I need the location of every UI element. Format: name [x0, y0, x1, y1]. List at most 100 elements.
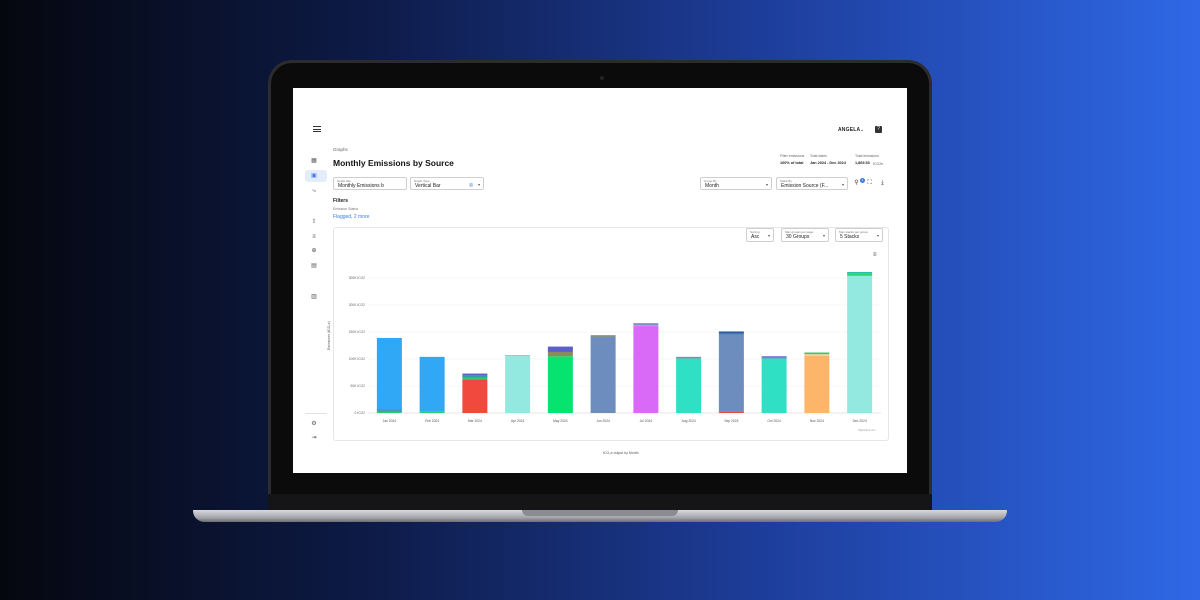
- bar-segment[interactable]: [761, 356, 787, 358]
- x-tick-label: Dec 2024: [853, 419, 867, 423]
- bar-segment[interactable]: [676, 358, 702, 413]
- x-tick-label: Mar 2024: [468, 419, 482, 423]
- y-tick-label: 150K tCO2: [349, 330, 365, 334]
- bar-segment[interactable]: [590, 336, 616, 413]
- bar-segment[interactable]: [718, 411, 744, 413]
- bar-segment[interactable]: [590, 335, 616, 337]
- fullscreen-icon[interactable]: ⛶: [867, 180, 872, 186]
- bar-segment[interactable]: [633, 324, 659, 327]
- graph-title-field[interactable]: Graph title Monthly Emissions b: [333, 177, 407, 190]
- filters-sub-label: Emission Status: [333, 207, 359, 211]
- filter-count-badge: 1: [860, 178, 865, 183]
- user-menu[interactable]: ANGELA: [838, 127, 861, 133]
- bar-segment[interactable]: [462, 373, 488, 376]
- group-by-select[interactable]: Group By Month ▾: [700, 177, 772, 190]
- y-tick-label: 100K tCO2: [349, 357, 365, 361]
- app-screen: ANGELA ⌄ ? ▦ ▣ ⤷ ⇧ ≡ ⊕ ▤ ▥ ⚙ ⇥ Graphs Mo…: [293, 88, 907, 473]
- clipboard-icon[interactable]: ▥: [311, 294, 317, 300]
- upload-icon[interactable]: ⇧: [311, 219, 317, 225]
- x-tick-label: Jan 2024: [383, 419, 397, 423]
- max-stacks-value: 5 Stacks: [840, 234, 860, 240]
- chevron-down-icon: ▾: [841, 182, 844, 187]
- total-unit: tCO2e: [873, 161, 884, 166]
- max-groups-select[interactable]: Max groups per page 30 Groups ▾: [781, 228, 829, 242]
- total-label: Total emissions: [855, 154, 879, 158]
- dates-value: Jan 2024 - Dec 2024: [810, 161, 846, 165]
- hamburger-menu-icon[interactable]: [313, 126, 321, 132]
- bar-segment[interactable]: [462, 375, 488, 378]
- filters-heading: Filters: [333, 198, 349, 204]
- graph-title-label: Graph title: [337, 179, 351, 183]
- bar-segment[interactable]: [419, 356, 445, 412]
- bar-segment[interactable]: [505, 355, 531, 356]
- list-icon[interactable]: ≡: [312, 234, 316, 240]
- bar-segment[interactable]: [419, 411, 445, 413]
- download-icon[interactable]: ⤓: [881, 180, 884, 186]
- stack-by-select[interactable]: Stack By Emission Source (F... ▾: [776, 177, 848, 190]
- breadcrumb[interactable]: Graphs: [333, 147, 348, 152]
- bar-segment[interactable]: [547, 356, 573, 413]
- max-stacks-label: Max stacks per group: [839, 230, 868, 234]
- sorting-select[interactable]: Sorting Asc ▾: [746, 228, 774, 242]
- sidebar-active-highlight: [305, 170, 327, 182]
- help-icon[interactable]: ?: [875, 126, 882, 133]
- bar-segment[interactable]: [804, 355, 830, 413]
- chevron-down-icon: ▾: [765, 182, 768, 187]
- bar-segment[interactable]: [718, 331, 744, 334]
- bar-segment[interactable]: [505, 355, 531, 413]
- gear-icon[interactable]: ⚙: [311, 421, 317, 427]
- bar-segment[interactable]: [847, 272, 873, 274]
- bar-segment[interactable]: [761, 357, 787, 359]
- bar-segment[interactable]: [847, 273, 873, 276]
- chart-menu-icon[interactable]: ≡: [873, 252, 877, 258]
- x-tick-label: Oct 2024: [767, 419, 781, 423]
- bar-segment[interactable]: [676, 356, 702, 359]
- laptop-base: [193, 510, 1007, 522]
- sorting-value: Asc: [751, 234, 760, 240]
- bar-segment[interactable]: [718, 333, 744, 335]
- emissions-chart: 0 tCO2 50K tCO2 100K tCO2 150K tCO2 200K tCO…: [349, 272, 881, 423]
- bar-segment[interactable]: [804, 352, 830, 355]
- bar-segment[interactable]: [804, 354, 830, 356]
- table-icon[interactable]: ▤: [311, 263, 317, 269]
- x-tick-label: Jul 2024: [640, 419, 653, 423]
- y-tick-label: 200K tCO2: [349, 303, 365, 307]
- emissions-value: 100% of total: [780, 161, 804, 165]
- bar-segment[interactable]: [847, 275, 873, 413]
- bar-segment[interactable]: [376, 409, 402, 411]
- laptop-chin: [268, 494, 932, 510]
- filters-link[interactable]: Flagged, 2 more: [333, 214, 370, 220]
- sorting-label: Sorting: [750, 230, 760, 234]
- dashboard-icon[interactable]: ▦: [311, 158, 317, 164]
- chevron-down-icon[interactable]: ⌄: [860, 127, 865, 133]
- chart-credits: Highcharts.com: [858, 429, 876, 432]
- dates-label: Total dates: [810, 154, 827, 158]
- x-tick-label: Aug 2024: [682, 419, 696, 423]
- stack-by-label: Stack By: [780, 179, 792, 183]
- bar-segment[interactable]: [547, 351, 573, 357]
- graph-title-value[interactable]: Monthly Emissions b: [338, 183, 384, 189]
- bar-segment[interactable]: [633, 323, 659, 325]
- graphs-icon[interactable]: ▣: [311, 173, 317, 179]
- x-axis-title: tCO₂e output by Month: [603, 451, 639, 455]
- x-tick-label: Nov 2024: [810, 419, 824, 423]
- bar-chart-icon: ▥: [469, 182, 473, 187]
- graph-type-value: Vertical Bar: [415, 183, 441, 189]
- graph-type-select[interactable]: Graph Type Vertical Bar ▥ ▾: [410, 177, 484, 190]
- bar-segment[interactable]: [547, 346, 573, 352]
- chevron-down-icon: ▾: [767, 233, 770, 238]
- bar-segment[interactable]: [761, 358, 787, 413]
- bar-segment[interactable]: [633, 326, 659, 413]
- bar-segment[interactable]: [376, 411, 402, 413]
- x-tick-label: Jun 2024: [596, 419, 610, 423]
- bar-segment[interactable]: [376, 337, 402, 410]
- filter-icon[interactable]: ⚲: [854, 180, 859, 186]
- max-stacks-select[interactable]: Max stacks per group 5 Stacks ▾: [835, 228, 883, 242]
- bar-segment[interactable]: [718, 334, 744, 412]
- bar-segment[interactable]: [462, 379, 488, 413]
- logout-icon[interactable]: ⇥: [311, 435, 317, 441]
- route-icon[interactable]: ⤷: [312, 188, 316, 194]
- target-icon[interactable]: ⊕: [311, 248, 317, 254]
- bar-segment[interactable]: [462, 377, 488, 380]
- bar-segment[interactable]: [376, 410, 402, 412]
